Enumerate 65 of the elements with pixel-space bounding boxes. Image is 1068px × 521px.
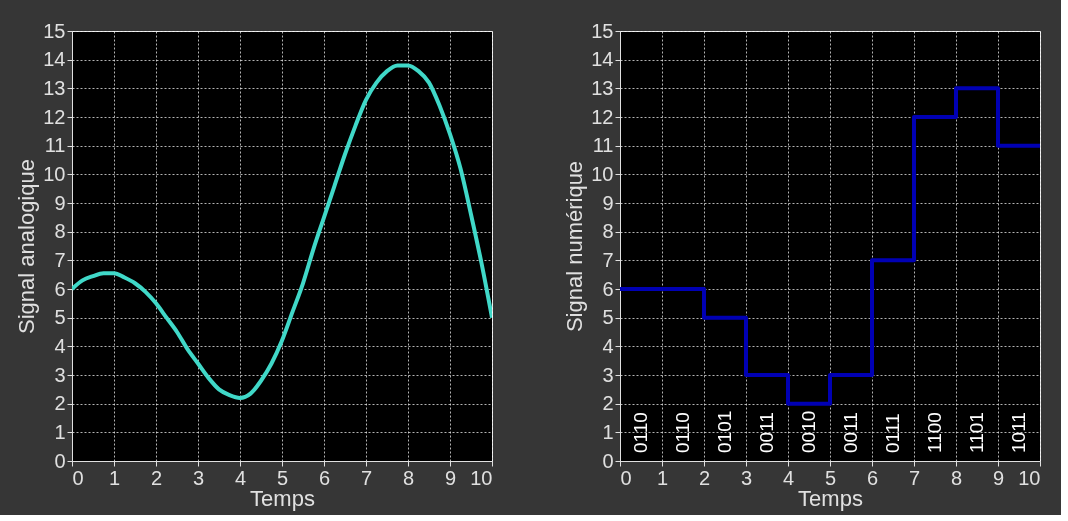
annotation: 0011 [756, 412, 777, 453]
x-tick-label: 6 [318, 466, 331, 489]
x-tick-label: 7 [360, 466, 373, 489]
y-tick-label: 12 [591, 105, 614, 128]
x-tick-label: 0 [620, 466, 632, 489]
y-tick-label: 2 [602, 392, 614, 415]
x-tick-label: 10 [1018, 466, 1041, 489]
annotation: 1100 [924, 412, 945, 453]
y-tick-label: 1 [54, 420, 66, 443]
y-tick-label: 14 [591, 48, 614, 71]
y-tick-label: 10 [591, 162, 614, 185]
y-tick-label: 11 [592, 134, 614, 157]
y-axis-title: Signal analogique [14, 159, 40, 334]
x-tick-label: 9 [444, 466, 457, 489]
y-tick-label: 13 [43, 76, 66, 99]
y-tick-label: 5 [54, 306, 66, 329]
annotation: 1011 [1008, 412, 1029, 453]
y-tick-label: 4 [602, 334, 614, 357]
y-tick-label: 11 [44, 134, 66, 157]
y-tick-label: 7 [602, 248, 614, 271]
y-tick-label: 1 [602, 420, 614, 443]
x-tick-label: 8 [950, 466, 963, 489]
annotation: 0011 [840, 412, 861, 453]
x-tick-label: 4 [234, 466, 247, 489]
y-tick-label: 15 [591, 19, 614, 42]
x-tick-label: 9 [992, 466, 1005, 489]
y-tick-label: 0 [602, 449, 614, 472]
x-tick-label: 2 [150, 466, 163, 489]
y-tick-label: 13 [591, 76, 614, 99]
annotation: 0110 [672, 412, 693, 453]
y-tick-label: 14 [43, 48, 66, 71]
y-tick-label: 4 [54, 334, 66, 357]
x-tick-label: 10 [470, 466, 493, 489]
y-tick-label: 7 [54, 248, 66, 271]
annotation: 0101 [714, 410, 735, 453]
y-tick-label: 6 [602, 277, 614, 300]
annotation: 0110 [630, 412, 651, 453]
annotation: 1101 [966, 412, 987, 453]
annotation: 0010 [798, 410, 819, 453]
x-tick-label: 1 [108, 466, 121, 489]
y-tick-label: 8 [54, 220, 66, 243]
y-tick-label: 9 [602, 191, 614, 214]
y-tick-label: 10 [43, 162, 66, 185]
x-tick-label: 2 [698, 466, 711, 489]
x-tick-label: 4 [782, 466, 795, 489]
y-tick-label: 3 [602, 363, 614, 386]
x-tick-label: 3 [192, 466, 205, 489]
y-tick-label: 3 [54, 363, 66, 386]
x-tick-label: 0 [72, 466, 84, 489]
line-series [72, 63, 492, 400]
y-tick-label: 2 [54, 392, 66, 415]
y-tick-label: 9 [54, 191, 66, 214]
y-tick-label: 5 [602, 306, 614, 329]
x-tick-label: 8 [402, 466, 415, 489]
x-tick-label: 6 [866, 466, 879, 489]
y-tick-label: 6 [54, 277, 66, 300]
y-tick-label: 0 [54, 449, 66, 472]
x-tick-label: 7 [908, 466, 921, 489]
y-tick-label: 12 [43, 105, 66, 128]
y-axis-title: Signal numérique [562, 160, 588, 333]
x-tick-label: 3 [740, 466, 753, 489]
x-tick-label: 1 [656, 466, 669, 489]
y-tick-label: 8 [602, 220, 614, 243]
annotation: 0111 [882, 413, 903, 453]
y-tick-label: 15 [43, 19, 66, 42]
